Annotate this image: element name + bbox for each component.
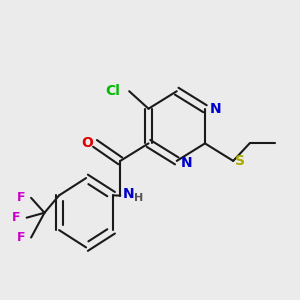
Text: F: F <box>17 191 25 204</box>
Text: F: F <box>17 231 25 244</box>
Text: N: N <box>181 155 193 170</box>
Text: O: O <box>82 136 94 150</box>
Text: Cl: Cl <box>105 84 120 98</box>
Text: N: N <box>209 102 221 116</box>
Text: F: F <box>12 211 21 224</box>
Text: N: N <box>123 187 135 201</box>
Text: H: H <box>134 193 143 203</box>
Text: S: S <box>235 154 245 168</box>
